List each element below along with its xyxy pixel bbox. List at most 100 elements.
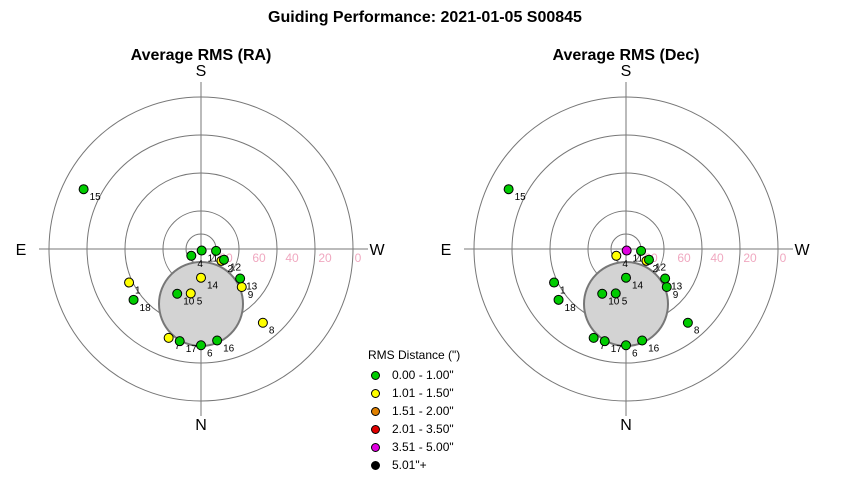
legend-item: 3.51 - 5.00" <box>368 438 460 456</box>
data-point <box>163 332 174 343</box>
direction-label-right: W <box>794 242 810 259</box>
data-point-label: 14 <box>632 281 644 292</box>
data-point <box>172 288 183 299</box>
data-point <box>185 288 196 299</box>
radial-tick-label: 0 <box>355 251 362 265</box>
data-point <box>643 254 654 265</box>
data-point-label: 13 <box>671 281 683 292</box>
data-point <box>174 336 185 347</box>
data-point <box>124 277 135 288</box>
data-point-label: 2 <box>227 264 233 275</box>
data-point-label: 15 <box>90 192 102 203</box>
legend-label: 1.51 - 2.00" <box>392 404 454 418</box>
legend-label: 2.01 - 3.50" <box>392 422 454 436</box>
legend-item: 0.00 - 1.00" <box>368 366 460 384</box>
data-point-label: 17 <box>611 344 623 355</box>
legend-title: RMS Distance (") <box>368 348 461 362</box>
data-point-label: 8 <box>694 326 700 337</box>
data-point <box>621 245 632 256</box>
legend-swatch <box>371 406 380 416</box>
data-point <box>503 184 514 195</box>
direction-label-top: S <box>621 63 632 80</box>
data-point <box>610 288 621 299</box>
direction-label-left: E <box>441 242 452 259</box>
direction-label-left: E <box>16 242 27 259</box>
legend-item: 1.01 - 1.50" <box>368 384 460 402</box>
data-point-label: 16 <box>223 343 235 354</box>
radial-tick-label: 20 <box>743 251 757 265</box>
polar-chart-dec: Average RMS (Dec)806040200SNEW1234567891… <box>441 47 811 434</box>
data-point <box>660 273 671 284</box>
data-point <box>211 245 222 256</box>
data-point-label: 14 <box>207 281 219 292</box>
data-point <box>196 340 206 351</box>
legend-label: 1.01 - 1.50" <box>392 386 454 400</box>
data-point-label: 7 <box>175 341 181 352</box>
data-point <box>235 273 246 284</box>
data-point-label: 18 <box>140 303 152 314</box>
direction-label-right: W <box>369 242 385 259</box>
data-point <box>212 335 223 346</box>
legend-swatch <box>371 424 380 434</box>
data-point <box>597 288 608 299</box>
data-point-label: 16 <box>648 343 660 354</box>
data-point <box>621 340 631 351</box>
data-point-label: 1 <box>135 286 141 297</box>
data-point-label: 15 <box>515 192 527 203</box>
legend-item: 2.01 - 3.50" <box>368 420 460 438</box>
data-point-label: 1 <box>560 286 566 297</box>
radial-tick-label: 40 <box>710 251 724 265</box>
legend-item: 1.51 - 2.00" <box>368 402 460 420</box>
direction-label-bottom: N <box>195 417 207 434</box>
data-point <box>549 277 560 288</box>
data-point-label: 11 <box>633 254 644 265</box>
data-point-label: 4 <box>622 259 628 270</box>
data-point <box>218 254 229 265</box>
data-point <box>236 282 247 293</box>
data-point-label: 8 <box>269 326 275 337</box>
data-point <box>636 245 647 256</box>
data-point <box>682 317 693 328</box>
direction-label-top: S <box>196 63 207 80</box>
legend-label: 3.51 - 5.00" <box>392 440 454 454</box>
data-point-label: 9 <box>248 290 254 301</box>
data-point-label: 2 <box>652 264 658 275</box>
legend-swatch <box>371 460 380 470</box>
data-point <box>553 294 564 305</box>
legend-swatch <box>371 370 380 380</box>
data-point-label: 4 <box>197 259 203 270</box>
legend: RMS Distance (") 0.00 - 1.00" 1.01 - 1.5… <box>368 348 460 474</box>
data-point <box>186 250 197 261</box>
chart-title: Average RMS (RA) <box>131 47 272 64</box>
data-point-label: 5 <box>622 296 628 307</box>
direction-label-bottom: N <box>620 417 632 434</box>
data-point <box>637 335 648 346</box>
radial-tick-label: 60 <box>252 251 266 265</box>
legend-swatch <box>371 388 380 398</box>
legend-label: 0.00 - 1.00" <box>392 368 454 382</box>
data-point <box>196 245 207 256</box>
data-point-label: 17 <box>186 344 198 355</box>
data-point-label: 7 <box>600 341 606 352</box>
data-point-label: 11 <box>208 254 219 265</box>
data-point-label: 12 <box>655 263 667 274</box>
data-point-label: 10 <box>183 297 195 308</box>
data-point-label: 9 <box>673 290 679 301</box>
data-point <box>196 272 206 283</box>
radial-tick-label: 0 <box>780 251 787 265</box>
data-point-label: 18 <box>565 303 577 314</box>
legend-swatch <box>371 442 380 452</box>
data-point <box>257 317 268 328</box>
data-point <box>128 294 139 305</box>
polar-chart-ra: Average RMS (RA)806040200SNEW12345678910… <box>16 47 386 434</box>
data-point-label: 12 <box>230 263 242 274</box>
data-point-label: 5 <box>197 296 203 307</box>
page-title: Guiding Performance: 2021-01-05 S00845 <box>268 9 582 26</box>
legend-label: 5.01"+ <box>392 458 427 472</box>
data-point-label: 6 <box>632 348 638 359</box>
data-point-label: 6 <box>207 348 213 359</box>
data-point <box>611 250 622 261</box>
data-point <box>661 282 672 293</box>
data-point-label: 10 <box>608 297 620 308</box>
data-point <box>588 332 599 343</box>
